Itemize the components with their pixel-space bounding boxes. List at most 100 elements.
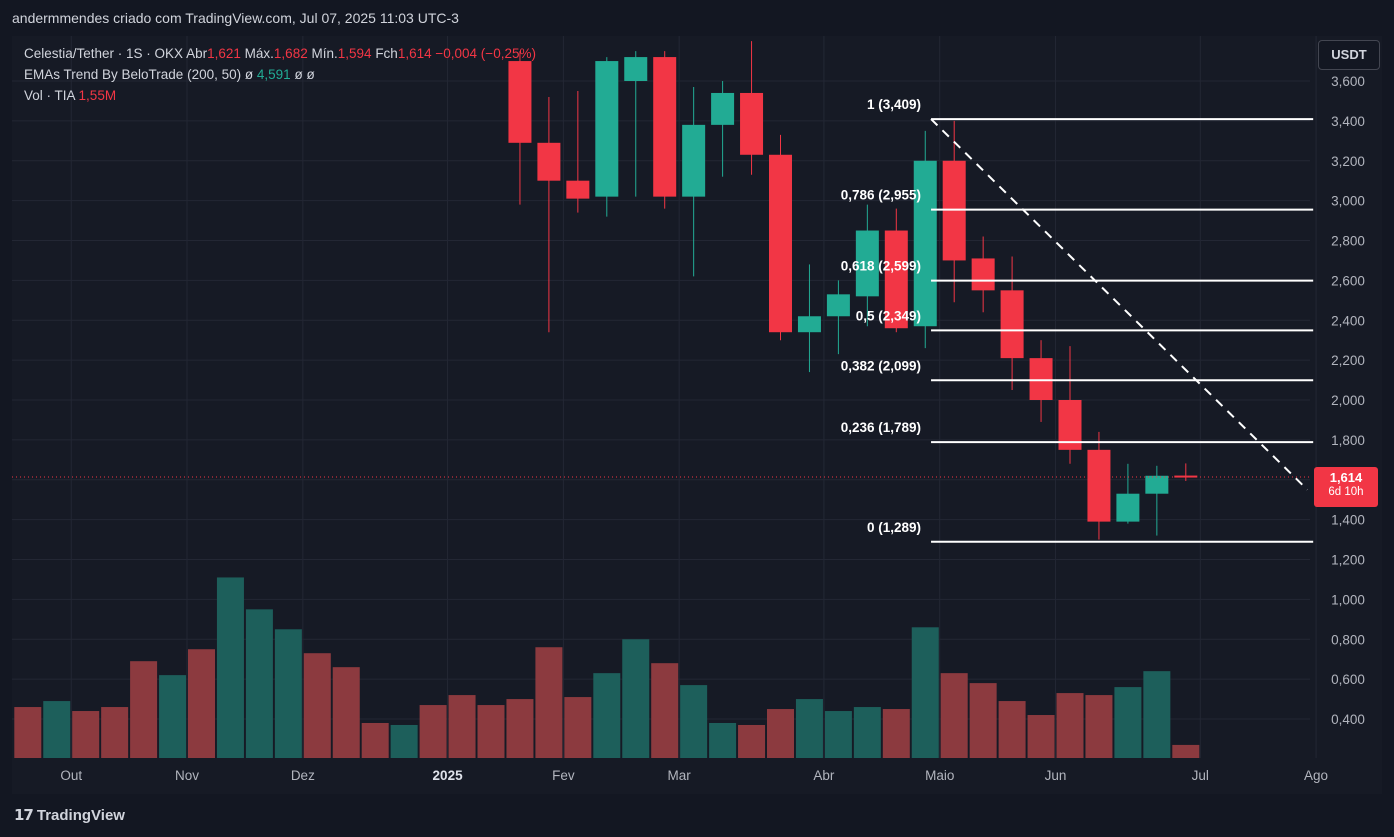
candle-body xyxy=(913,160,937,327)
volume-bar xyxy=(101,707,129,758)
price-tick-label: 2,400 xyxy=(1331,313,1365,328)
price-axis[interactable]: 3,600 3,400 3,200 3,000 2,800 2,600 2,400 2,200… xyxy=(1331,74,1365,727)
time-axis[interactable]: Out Nov Dez 2025 Fev Mar Abr Maio Jun Jul Ago xyxy=(60,768,1328,783)
time-tick-label: Abr xyxy=(813,768,835,783)
price-tick-label: 3,600 xyxy=(1331,74,1365,89)
volume-bar xyxy=(1114,687,1142,758)
fib-level-label: 1 (3,409) xyxy=(867,97,921,112)
ema-legend[interactable]: EMAs Trend By BeloTrade (200, 50) ø 4,59… xyxy=(24,67,315,82)
time-tick-label: Mar xyxy=(668,768,692,783)
ema-value-3: ø xyxy=(294,67,303,82)
price-tick-label: 2,200 xyxy=(1331,353,1365,368)
fib-level-label: 0,618 (2,599) xyxy=(841,259,921,274)
time-tick-label: Jul xyxy=(1192,768,1209,783)
time-tick-label: 2025 xyxy=(433,768,464,783)
chart-pane[interactable]: 1 (3,409) 0,786 (2,955) 0,618 (2,599) 0,5 (… xyxy=(12,36,1382,794)
volume-bar xyxy=(216,577,244,758)
chart-caption: andermmendes criado com TradingView.com,… xyxy=(12,10,459,26)
symbol-title: Celestia/Tether · 1S · OKX xyxy=(24,46,184,61)
volume-name: Vol · TIA xyxy=(24,88,75,103)
candle-body xyxy=(1029,358,1053,400)
volume-bar xyxy=(332,667,360,758)
candle-body xyxy=(1174,475,1198,478)
fib-level-label: 0 (1,289) xyxy=(867,520,921,535)
header-bar: andermmendes criado com TradingView.com,… xyxy=(0,0,1394,36)
volume-bar xyxy=(911,627,939,758)
volume-bar xyxy=(882,709,910,758)
candle-body xyxy=(1145,475,1169,494)
tradingview-logo-icon: 17 xyxy=(14,806,34,824)
volume-bar xyxy=(824,711,852,758)
candle-body xyxy=(566,180,590,199)
price-tick-label: 0,400 xyxy=(1331,712,1365,727)
fibonacci-retracement[interactable]: 1 (3,409) 0,786 (2,955) 0,618 (2,599) 0,5 (… xyxy=(841,97,1314,543)
candlestick-chart[interactable]: 1 (3,409) 0,786 (2,955) 0,618 (2,599) 0,5 (… xyxy=(12,36,1382,794)
price-tick-label: 1,200 xyxy=(1331,553,1365,568)
time-tick-label: Maio xyxy=(925,768,954,783)
volume-bar xyxy=(767,709,794,758)
volume-bar xyxy=(969,683,997,758)
time-tick-label: Ago xyxy=(1304,768,1328,783)
volume-bar xyxy=(477,705,505,758)
price-tick-label: 2,600 xyxy=(1331,273,1365,288)
candle-body xyxy=(682,124,706,197)
candle-body xyxy=(653,57,677,197)
fib-level-label: 0,236 (1,789) xyxy=(841,420,921,435)
price-tick-label: 3,000 xyxy=(1331,194,1365,209)
low-value: 1,594 xyxy=(337,46,372,61)
currency-button[interactable]: USDT xyxy=(1318,40,1380,70)
footer xyxy=(0,794,1394,837)
volume-bar xyxy=(651,663,679,758)
volume-bar xyxy=(361,722,389,758)
candle-body xyxy=(797,316,821,333)
volume-bar xyxy=(593,673,621,758)
last-price-tag: 1,614 6d 10h xyxy=(1314,467,1378,507)
candle-body xyxy=(971,258,995,291)
volume-bar xyxy=(535,647,563,758)
volume-bar xyxy=(419,705,447,758)
candle-body xyxy=(624,57,648,81)
candle-body xyxy=(855,230,879,297)
price-tick-label: 0,800 xyxy=(1331,632,1365,647)
volume-bar xyxy=(622,639,650,758)
symbol-legend: Celestia/Tether · 1S · OKX Abr1,621 Máx.… xyxy=(24,46,536,61)
close-label: Fch xyxy=(375,46,398,61)
ema-value-2: 4,591 xyxy=(256,67,291,82)
volume-bar xyxy=(709,722,737,758)
volume-bar xyxy=(940,673,968,758)
tradingview-logo[interactable]: 17 TradingView xyxy=(14,806,125,824)
candle-body xyxy=(740,92,764,155)
fib-trend-line[interactable] xyxy=(930,118,1309,491)
volume-bar xyxy=(274,629,302,758)
price-tick-label: 1,400 xyxy=(1331,513,1365,528)
candle-body xyxy=(1087,449,1111,522)
candle-body xyxy=(1058,400,1082,450)
price-tick-label: 2,000 xyxy=(1331,393,1365,408)
open-value: 1,621 xyxy=(207,46,241,61)
ema-value-4: ø xyxy=(306,67,315,82)
candle-body xyxy=(1116,493,1140,522)
time-tick-label: Nov xyxy=(175,768,199,783)
open-label: Abr xyxy=(186,46,208,61)
fib-level-label: 0,5 (2,349) xyxy=(856,308,921,323)
volume-bar xyxy=(159,675,187,758)
fib-level-label: 0,786 (2,955) xyxy=(841,188,921,203)
price-tick-label: 0,600 xyxy=(1331,672,1365,687)
volume-legend[interactable]: Vol · TIA 1,55M xyxy=(24,88,116,103)
volume-value: 1,55M xyxy=(78,88,117,103)
volume-bar xyxy=(1143,671,1171,758)
volume-bar xyxy=(303,653,331,758)
volume-bar xyxy=(506,699,534,758)
volume-bar xyxy=(564,697,592,758)
ema-value-1: ø xyxy=(244,67,254,82)
close-value: 1,614 xyxy=(397,46,432,61)
volume-bar xyxy=(680,685,708,758)
volume-bar xyxy=(738,724,766,758)
candle-body xyxy=(537,142,561,181)
time-tick-label: Jun xyxy=(1045,768,1067,783)
price-tick-label: 3,200 xyxy=(1331,154,1365,169)
fib-level-label: 0,382 (2,099) xyxy=(841,358,921,373)
volume-bar xyxy=(1056,693,1084,758)
high-value: 1,682 xyxy=(273,46,308,61)
candle-body xyxy=(1000,290,1024,359)
